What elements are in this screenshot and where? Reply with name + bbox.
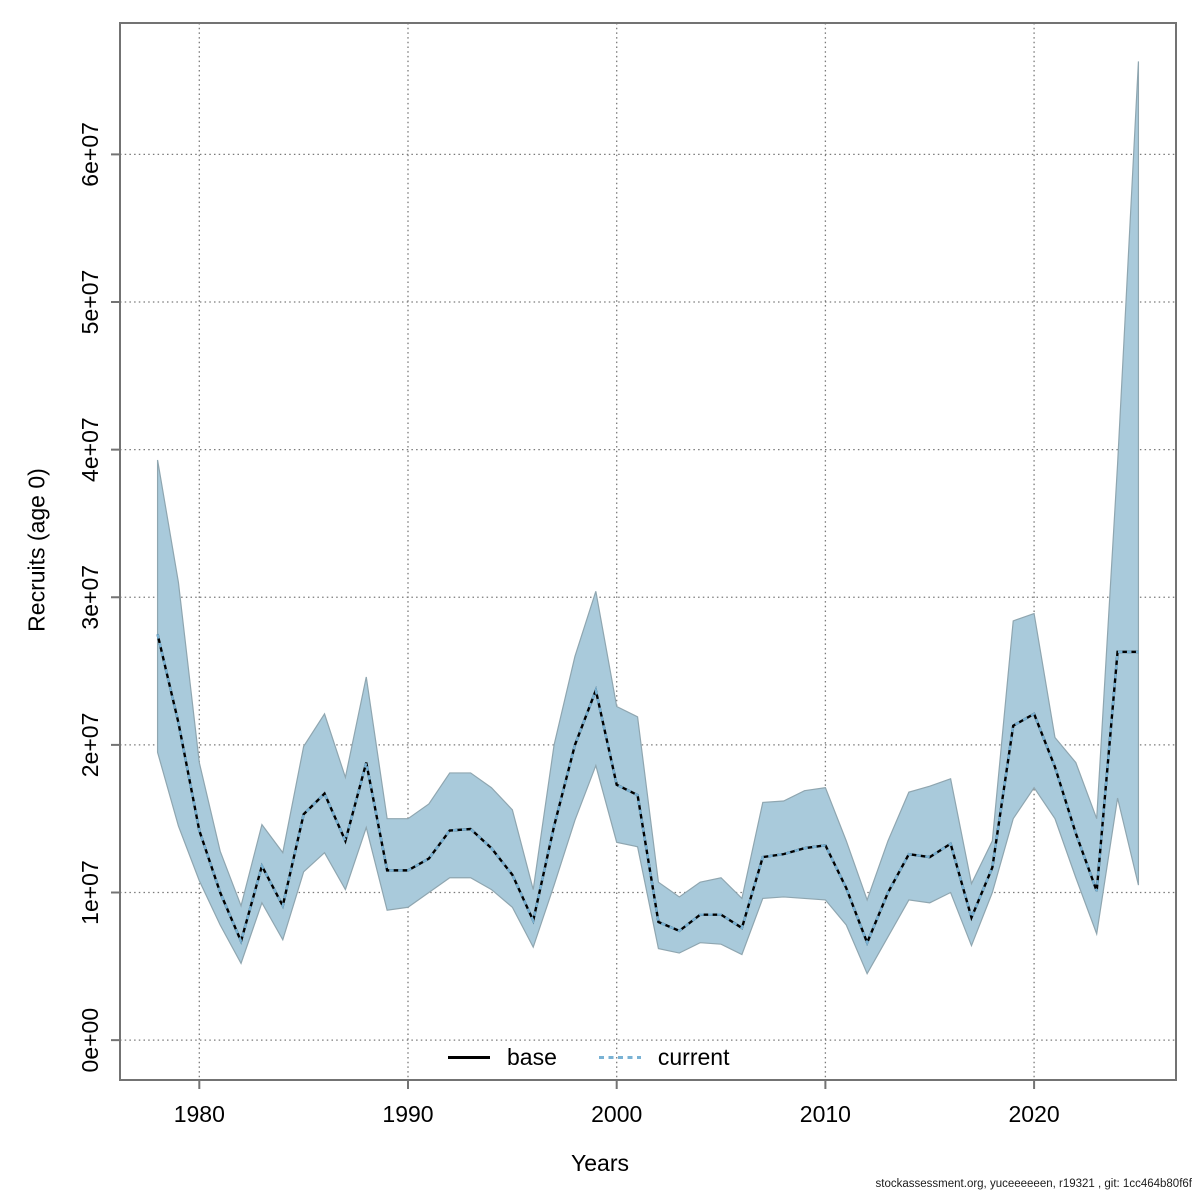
x-tick-label: 2020 bbox=[1009, 1101, 1060, 1127]
x-tick-label: 2010 bbox=[800, 1101, 851, 1127]
y-tick-label: 0e+00 bbox=[77, 1008, 103, 1073]
legend-label-base: base bbox=[507, 1043, 557, 1070]
plot-border bbox=[119, 22, 1177, 1081]
x-tick-label: 1980 bbox=[174, 1101, 225, 1127]
legend-label-current: current bbox=[657, 1043, 730, 1070]
gridlines bbox=[120, 23, 1176, 1080]
legend: base current bbox=[448, 1043, 729, 1071]
y-tick-label: 4e+07 bbox=[77, 417, 103, 482]
confidence-band bbox=[156, 61, 1140, 976]
series-lines bbox=[156, 633, 1139, 946]
y-tick-label: 6e+07 bbox=[77, 122, 103, 187]
y-tick-label: 2e+07 bbox=[77, 713, 103, 778]
confidence-band-polygon bbox=[156, 61, 1140, 976]
source-caption: stockassessment.org, yuceeeeeen, r19321 … bbox=[875, 1178, 1192, 1190]
legend-item-current: current bbox=[598, 1043, 730, 1070]
base-line-sample-icon bbox=[448, 1055, 490, 1059]
current-line bbox=[156, 633, 1139, 946]
y-tick-label: 5e+07 bbox=[77, 270, 103, 335]
x-tick-label: 2000 bbox=[591, 1101, 642, 1127]
current-line-sample-icon bbox=[598, 1055, 641, 1059]
y-axis-title: Recruits (age 0) bbox=[23, 468, 50, 632]
legend-item-base: base bbox=[448, 1043, 557, 1070]
axes: 1980 1990 2000 2010 2020 0e+00 1e+07 2e+07 3e+07… bbox=[77, 22, 1177, 1127]
y-tick-label: 1e+07 bbox=[77, 860, 103, 925]
y-tick-label: 3e+07 bbox=[77, 565, 103, 630]
x-axis-title: Years bbox=[571, 1150, 629, 1176]
x-tick-label: 1990 bbox=[382, 1101, 433, 1127]
